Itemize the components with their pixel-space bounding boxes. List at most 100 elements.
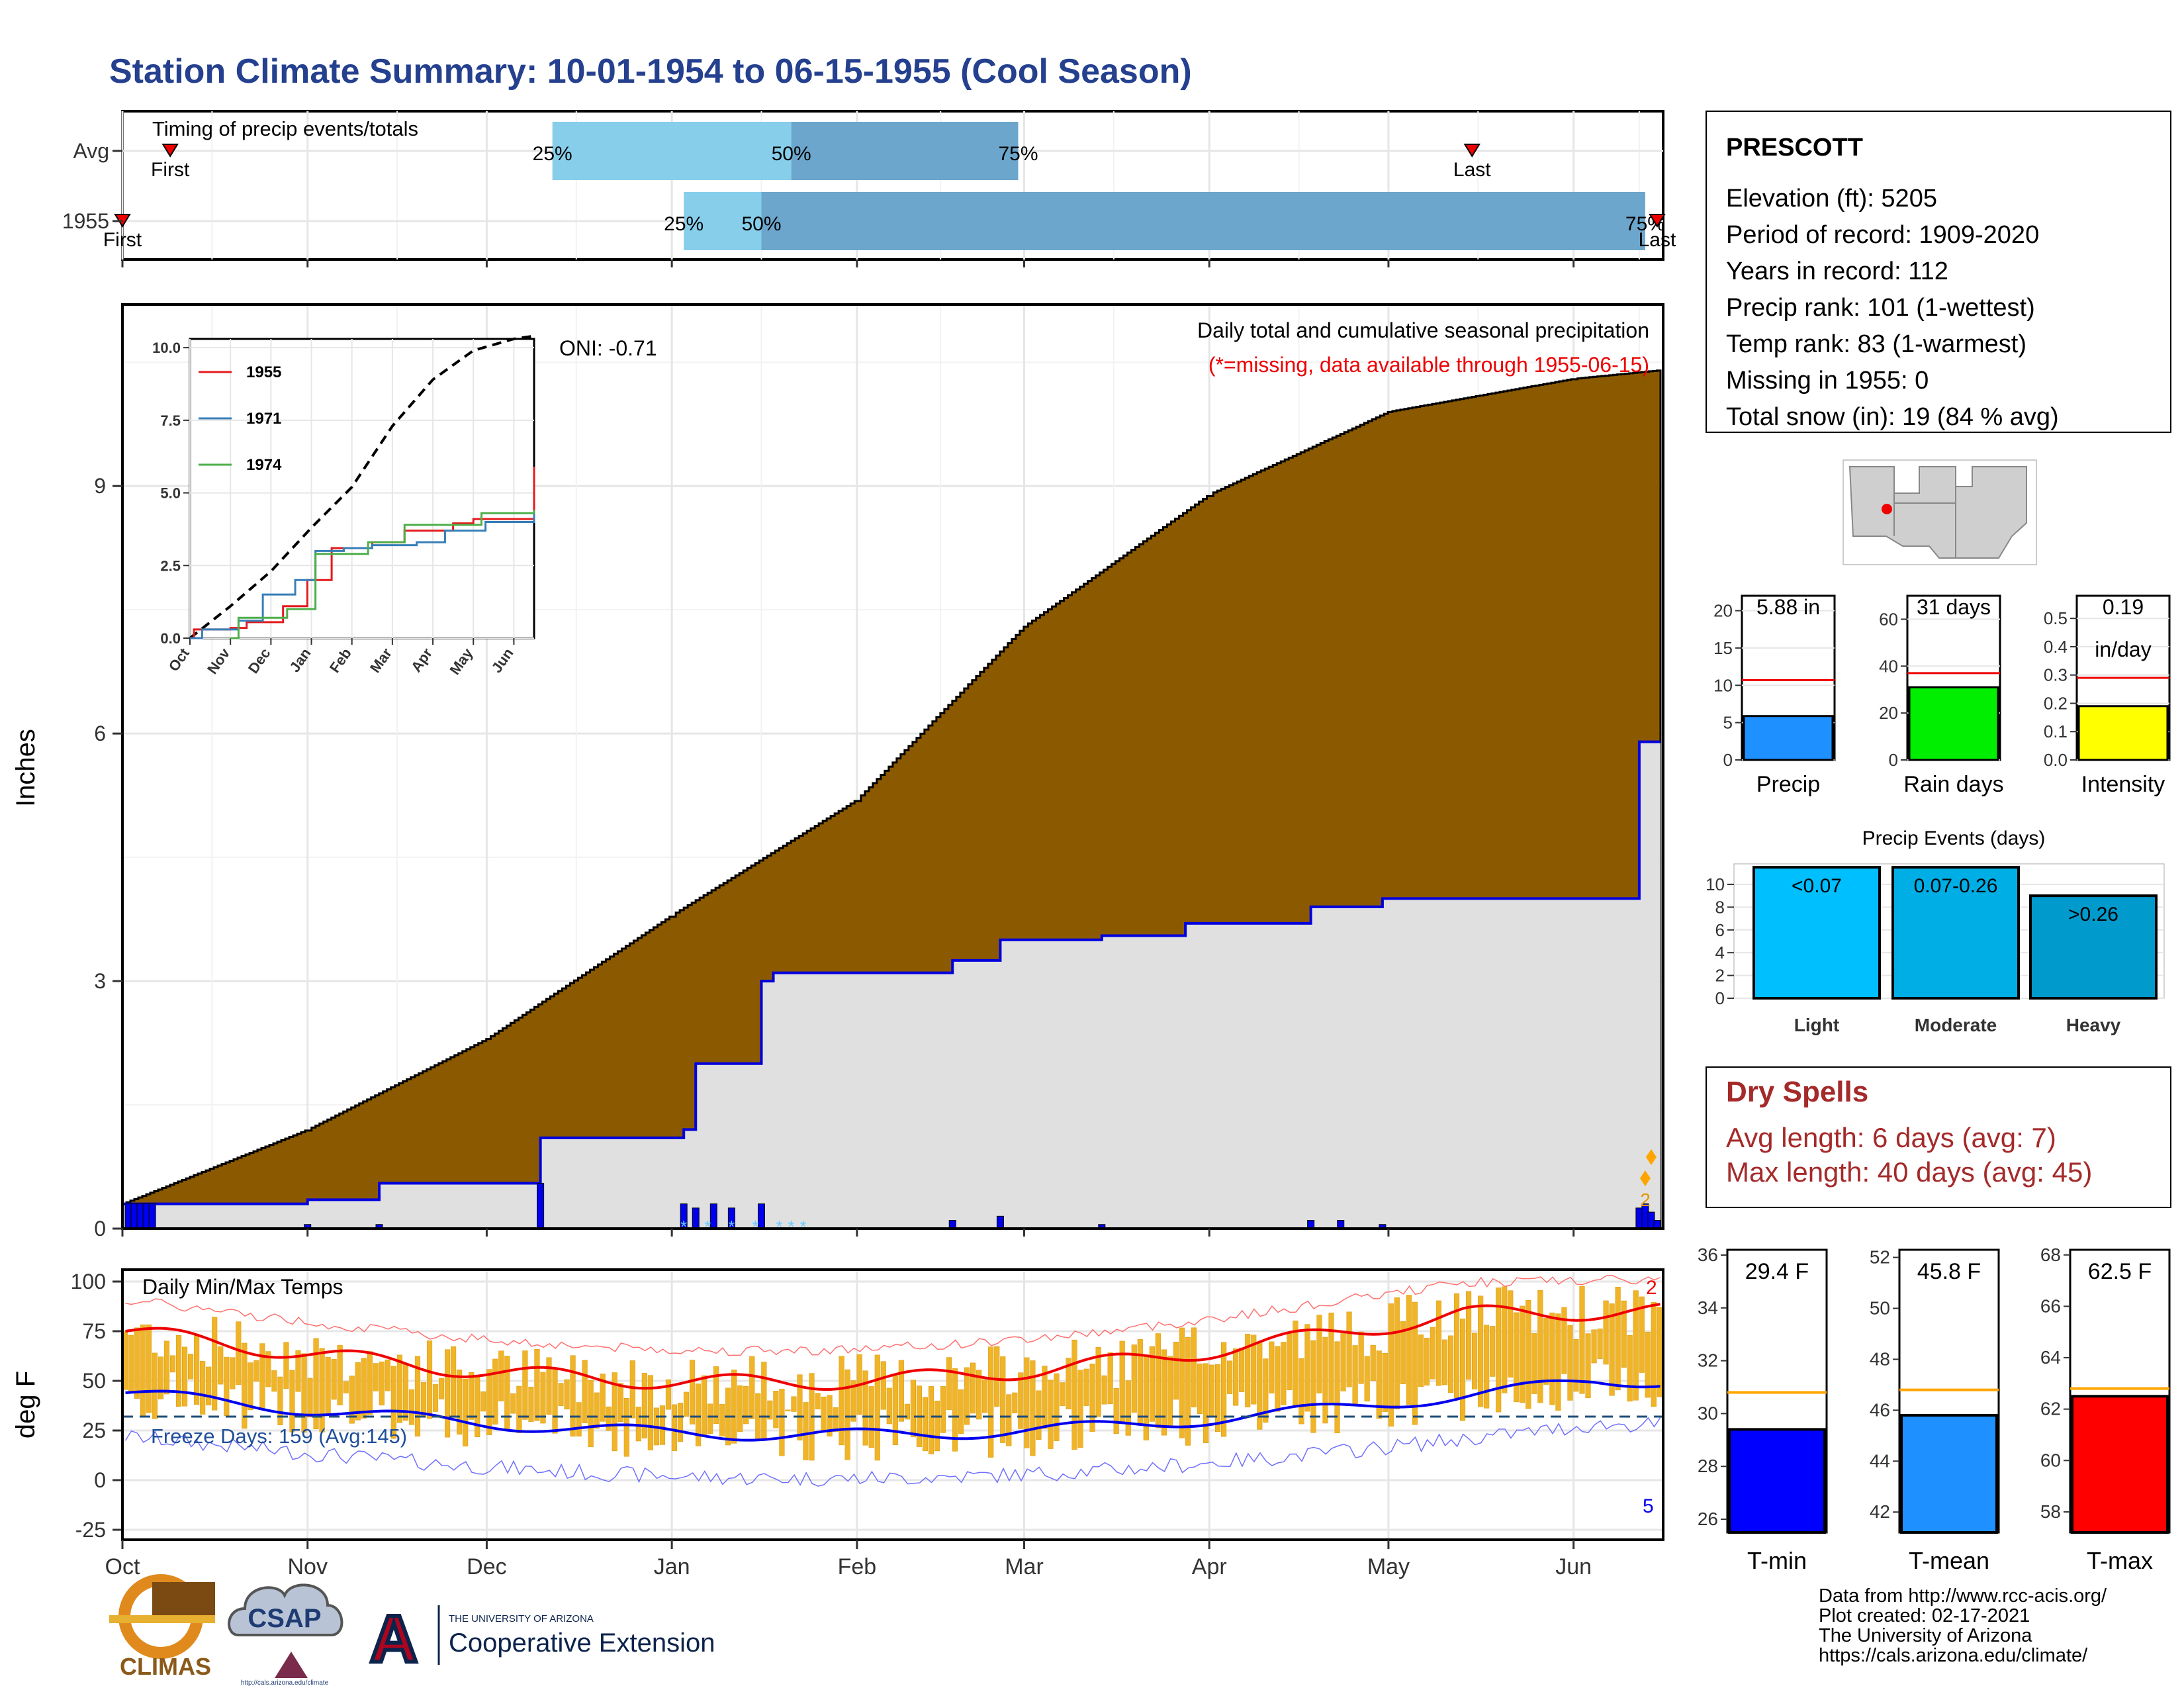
- freeze-days-label: Freeze Days: 159 (Avg:145): [151, 1425, 407, 1448]
- precip-panel-subtitle: (*=missing, data available through 1955-…: [1208, 353, 1649, 377]
- missing-marker: *: [752, 1217, 758, 1237]
- daily-temp-bar: [242, 1342, 248, 1429]
- daily-temp-bar: [1215, 1364, 1221, 1432]
- daily-temp-bar: [928, 1385, 934, 1454]
- station-info-line: Elevation (ft): 5205: [1726, 185, 1937, 212]
- missing-markers: * * * * * * *: [680, 1217, 807, 1237]
- temp-gauge-tick-label: 36: [1698, 1244, 1718, 1265]
- missing-marker: *: [680, 1217, 687, 1237]
- daily-temp-bar: [1048, 1380, 1054, 1449]
- daily-temp-bar: [934, 1401, 940, 1452]
- timing-p25-label: 25%: [533, 143, 572, 165]
- daily-temp-bar: [1227, 1360, 1233, 1394]
- gauge-tick-label: 0.4: [2044, 637, 2068, 657]
- ua-logo-top: THE UNIVERSITY OF ARIZONA: [449, 1613, 594, 1624]
- timing-marker: [1463, 144, 1481, 158]
- record-marker: [1645, 1149, 1657, 1165]
- daily-temp-bar: [140, 1324, 146, 1417]
- daily-temp-bar: [1579, 1286, 1585, 1394]
- gauge-value-label: 31 days: [1917, 595, 1991, 619]
- daily-temp-bar: [277, 1376, 283, 1425]
- inset-legend-label: 1974: [246, 456, 282, 474]
- daily-temp-bar: [1591, 1329, 1597, 1364]
- oni-label: ONI: -0.71: [559, 336, 657, 360]
- daily-temp-bar: [1167, 1356, 1173, 1427]
- daily-temp-bar: [1077, 1370, 1083, 1448]
- daily-temp-bar: [390, 1366, 396, 1439]
- daily-temp-bar: [1334, 1341, 1340, 1434]
- inset-line-1955: [190, 467, 535, 639]
- daily-temp-bar: [1657, 1307, 1662, 1397]
- timing-bar-late: [761, 192, 1645, 250]
- temp-gauge-value-bar: [1728, 1428, 1826, 1534]
- daily-temp-bar: [1520, 1305, 1525, 1403]
- ua-logo-main: Cooperative Extension: [449, 1628, 715, 1658]
- daily-temp-bar: [175, 1335, 182, 1407]
- timing-p50-label: 50%: [741, 213, 781, 235]
- daily-temp-bar: [146, 1324, 152, 1413]
- daily-temp-bar: [1161, 1349, 1167, 1436]
- daily-temp-bar: [492, 1358, 498, 1425]
- temp-gauge-value-label: 62.5 F: [2088, 1259, 2152, 1284]
- daily-temp-bar: [504, 1356, 510, 1430]
- events-category-label: Light: [1794, 1015, 1839, 1035]
- daily-temp-bar: [988, 1346, 994, 1458]
- footer-credit-lines: Data from http://www.rcc-acis.org/Plot c…: [1819, 1585, 2107, 1666]
- daily-temp-bar: [612, 1372, 617, 1452]
- daily-temp-bar: [1418, 1335, 1424, 1387]
- daily-temp-bar: [779, 1388, 785, 1456]
- daily-temp-bar: [743, 1386, 749, 1425]
- daily-precip-bar: [1635, 1207, 1643, 1229]
- daily-temp-bar: [396, 1354, 402, 1423]
- daily-temp-bar: [1484, 1325, 1490, 1409]
- timing-bar-early: [552, 122, 792, 180]
- daily-precip-bar: [692, 1207, 700, 1229]
- daily-temp-bar: [271, 1370, 277, 1392]
- daily-temp-bar: [1024, 1357, 1030, 1448]
- temp-gauge-tick-label: 34: [1698, 1297, 1718, 1318]
- temp-gauge-tick-label: 60: [2040, 1450, 2061, 1470]
- inset-ytick-label: 5.0: [160, 485, 181, 502]
- daily-temp-bar: [1275, 1346, 1281, 1412]
- record-high-line: [125, 1275, 1661, 1356]
- daily-temp-bar: [1561, 1307, 1567, 1374]
- events-tick-label: 6: [1715, 920, 1725, 940]
- daily-temp-bar: [457, 1370, 463, 1435]
- daily-precip-bar: [148, 1203, 156, 1229]
- daily-temp-bar: [1555, 1313, 1561, 1411]
- temp-panel-title: Daily Min/Max Temps: [142, 1275, 343, 1299]
- csap-logo-text: CSAP: [248, 1604, 321, 1633]
- daily-temp-bar: [695, 1383, 702, 1446]
- daily-temp-bar: [1639, 1296, 1645, 1373]
- daily-temp-bar: [1155, 1333, 1161, 1429]
- daily-temp-bar: [1197, 1363, 1203, 1414]
- daily-temp-bar: [702, 1375, 707, 1437]
- precip-ytick-label: 6: [94, 722, 106, 745]
- gauge-value-label: 0.19: [2103, 595, 2144, 619]
- daily-temp-bar: [874, 1354, 880, 1461]
- temp-gauge-value-label: 45.8 F: [1917, 1259, 1981, 1284]
- inset-line-1974: [230, 510, 535, 639]
- timing-marker-label: First: [151, 159, 190, 181]
- temp-gauge-label: T-mean: [1909, 1547, 1989, 1574]
- daily-temp-bar: [1322, 1336, 1328, 1424]
- daily-temp-bar: [438, 1378, 445, 1399]
- daily-temp-bar: [1000, 1356, 1006, 1443]
- daily-temp-bar: [1412, 1301, 1418, 1425]
- daily-temp-bar: [862, 1370, 868, 1446]
- temp-gauge-tick-label: 32: [1698, 1350, 1718, 1371]
- temp-gauge-tick-label: 66: [2040, 1295, 2061, 1316]
- precip-events-chart: Precip Events (days) 02 4 6 8 10 <0.07 Light 0.…: [1706, 827, 2165, 1035]
- temp-gauge-tick-label: 42: [1870, 1501, 1890, 1522]
- daily-temp-bar: [994, 1346, 1000, 1407]
- temp-gauge-tick-label: 44: [1870, 1450, 1890, 1471]
- inset-legend-label: 1955: [246, 363, 281, 381]
- daily-temp-bar: [134, 1327, 140, 1399]
- timing-p25-label: 25%: [664, 213, 704, 235]
- temp-gauge-value-bar: [1900, 1414, 1998, 1534]
- daily-temp-bar: [206, 1366, 212, 1405]
- temp-ytick-label: -25: [75, 1518, 106, 1542]
- precip-events-title: Precip Events (days): [1862, 827, 2046, 849]
- daily-temp-bar: [426, 1340, 433, 1419]
- footer-credit-line: https://cals.arizona.edu/climate/: [1819, 1645, 2088, 1666]
